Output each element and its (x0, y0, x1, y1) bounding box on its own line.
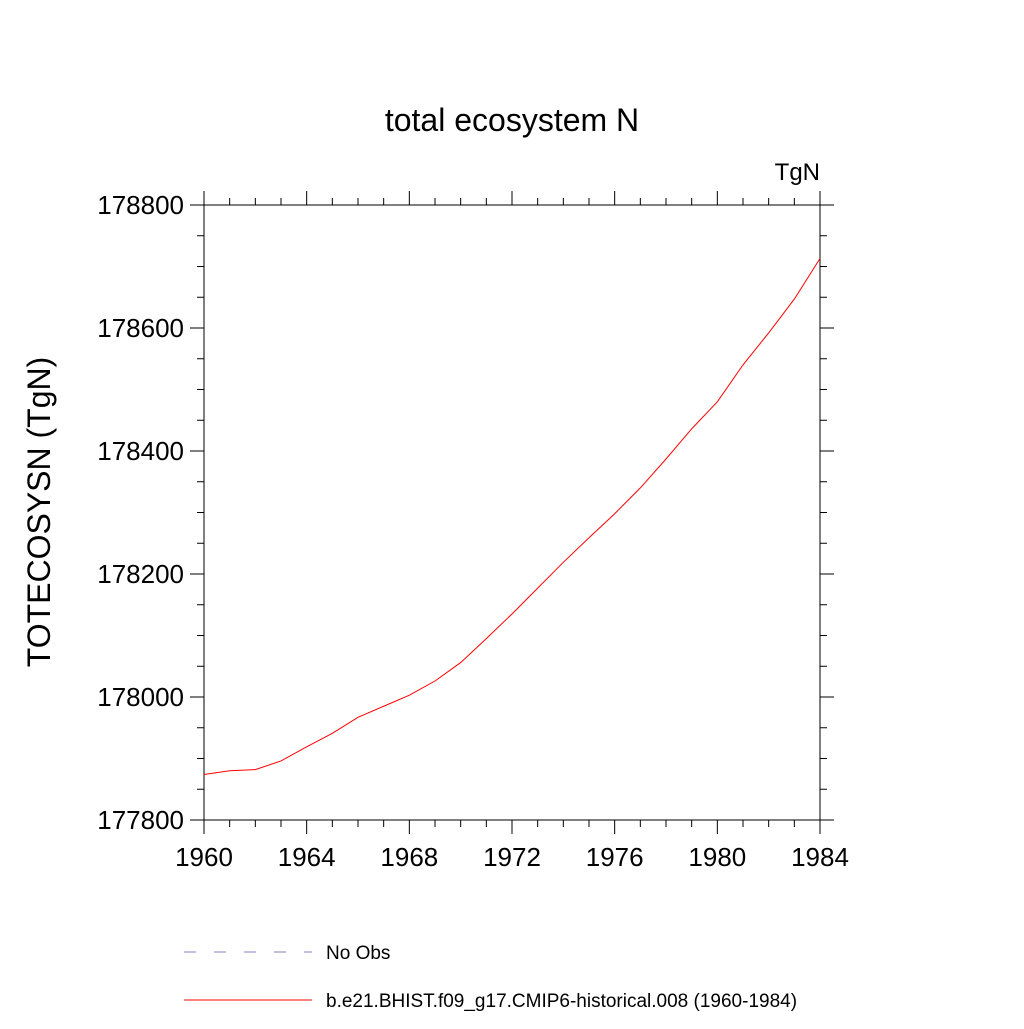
plot-frame (203, 204, 821, 821)
y-tick-label: 177800 (97, 805, 184, 835)
axis-ticks: 1960 1964 1968 1972 1976 1980 1984 177800 178000… (97, 190, 849, 872)
x-tick-label: 1976 (586, 842, 644, 872)
y-tick-label: 178800 (97, 190, 184, 220)
x-tick-label: 1980 (688, 842, 746, 872)
y-tick-label: 178600 (97, 313, 184, 343)
chart-title: total ecosystem N (385, 102, 639, 138)
units-label: TgN (775, 159, 820, 186)
legend-label: No Obs (326, 943, 390, 964)
y-tick-label: 178200 (97, 559, 184, 589)
x-tick-label: 1972 (483, 842, 541, 872)
x-tick-label: 1984 (791, 842, 849, 872)
axes (203, 204, 821, 821)
y-axis-label: TOTECOSYSN (TgN) (21, 357, 57, 668)
legend-label: b.e21.BHIST.f09_g17.CMIP6-historical.008… (326, 991, 797, 1012)
y-tick-label: 178000 (97, 682, 184, 712)
x-tick-label: 1960 (175, 842, 233, 872)
x-tick-label: 1964 (278, 842, 336, 872)
legend: No Obs b.e21.BHIST.f09_g17.CMIP6-historic… (184, 943, 797, 1012)
series-lines (203, 258, 821, 775)
y-tick-label: 178400 (97, 436, 184, 466)
series-line (203, 258, 821, 775)
x-tick-label: 1968 (380, 842, 438, 872)
